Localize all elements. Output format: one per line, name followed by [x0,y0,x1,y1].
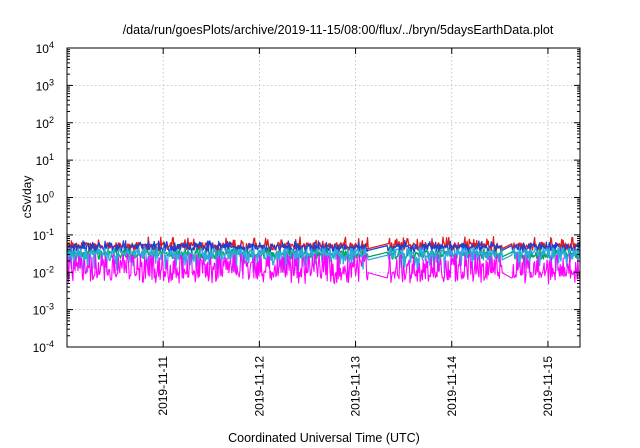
x-tick-label: 2019-11-12 [252,356,266,417]
y-tick-label: 10-2 [33,264,54,280]
grid-lines [67,47,580,348]
x-axis: 2019-11-11 2019-11-12 2019-11-13 2019-11-14… [156,48,555,417]
y-tick-label: 103 [36,77,54,93]
x-tick-label: 2019-11-13 [349,356,363,417]
chart-title: /data/run/goesPlots/archive/2019-11-15/0… [123,23,554,37]
series-line-5 [66,253,581,285]
y-axis-label: cSv/day [20,176,34,219]
x-axis-label: Coordinated Universal Time (UTC) [228,431,420,445]
series-line-4 [66,247,581,273]
x-tick-label: 2019-11-14 [445,356,459,417]
y-tick-label: 101 [36,152,54,168]
x-tick-label: 2019-11-11 [156,356,170,416]
y-tick-label: 102 [36,115,54,131]
series-layer [66,236,581,285]
y-tick-label: 104 [36,40,54,56]
y-tick-label: 10-4 [33,339,54,355]
y-tick-label: 10-3 [33,302,54,318]
y-axis: 10-4 10-3 10-2 10-1 100 101 102 103 104 [33,40,580,355]
y-tick-label: 10-1 [33,227,54,243]
y-tick-label: 100 [36,190,54,206]
x-tick-label: 2019-11-15 [541,356,555,417]
